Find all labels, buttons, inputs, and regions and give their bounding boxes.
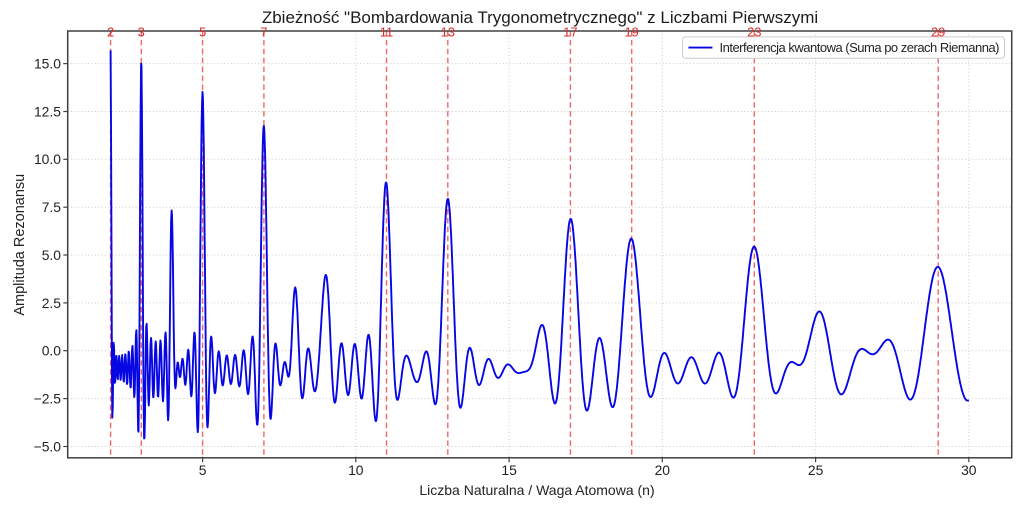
svg-text:30: 30 [961, 462, 977, 478]
svg-text:25: 25 [808, 462, 824, 478]
svg-text:Zbieżność "Bombardowania Trygo: Zbieżność "Bombardowania Trygonometryczn… [262, 8, 818, 27]
svg-text:5.0: 5.0 [42, 247, 62, 263]
svg-text:11: 11 [380, 25, 394, 40]
svg-text:15.0: 15.0 [34, 56, 61, 72]
svg-text:17: 17 [563, 25, 577, 40]
svg-text:23: 23 [747, 25, 761, 40]
svg-text:13: 13 [441, 25, 455, 40]
svg-text:Amplituda Rezonansu: Amplituda Rezonansu [12, 174, 28, 316]
svg-text:−2.5: −2.5 [34, 391, 62, 407]
svg-text:0.0: 0.0 [42, 343, 62, 359]
svg-text:2: 2 [107, 25, 114, 40]
svg-text:5: 5 [199, 462, 207, 478]
svg-text:Liczba Naturalna / Waga Atomow: Liczba Naturalna / Waga Atomowa (n) [419, 482, 654, 498]
svg-text:29: 29 [931, 25, 945, 40]
svg-text:20: 20 [655, 462, 671, 478]
svg-text:7: 7 [260, 25, 267, 40]
svg-text:2.5: 2.5 [42, 295, 62, 311]
svg-text:12.5: 12.5 [34, 103, 61, 119]
svg-text:5: 5 [199, 25, 206, 40]
svg-text:Interferencja kwantowa (Suma p: Interferencja kwantowa (Suma po zerach R… [720, 40, 1000, 55]
svg-text:15: 15 [501, 462, 517, 478]
svg-text:3: 3 [138, 25, 145, 40]
svg-text:19: 19 [624, 25, 638, 40]
svg-text:10.0: 10.0 [34, 151, 61, 167]
svg-text:10: 10 [348, 462, 364, 478]
svg-text:−5.0: −5.0 [34, 438, 62, 454]
svg-text:7.5: 7.5 [42, 199, 62, 215]
